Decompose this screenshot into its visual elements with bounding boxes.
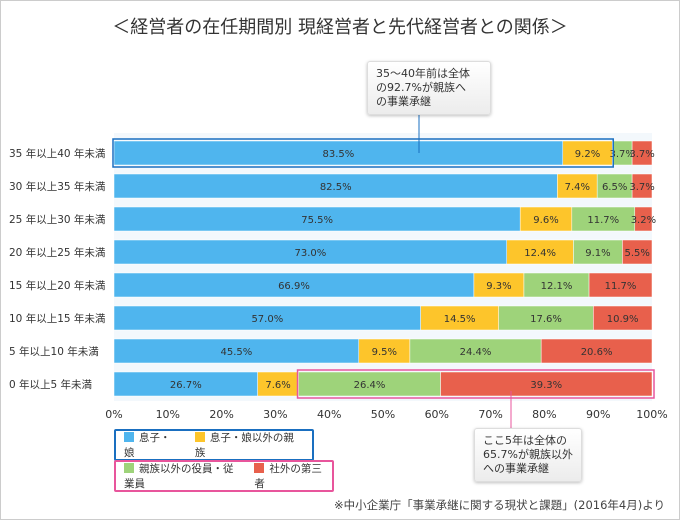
bar-segment — [440, 371, 653, 397]
chart-title: ＜経営者の在任期間別 現経営者と先代経営者との関係＞ — [112, 17, 568, 38]
source-note: ※中小企業庁「事業承継に関する現状と課題」(2016年4月)より — [334, 498, 665, 512]
bar-segment — [523, 272, 590, 298]
data-label: 66.9% — [278, 281, 310, 292]
bar-segment — [113, 239, 507, 265]
data-label: 9.2% — [575, 149, 600, 160]
category-label: 10 年以上15 年未満 — [9, 312, 106, 325]
x-tick-label: 10% — [156, 408, 180, 421]
data-label: 9.5% — [372, 347, 397, 358]
data-label: 26.7% — [170, 380, 202, 391]
bar-segment — [588, 272, 653, 298]
x-tick-label: 40% — [317, 408, 341, 421]
data-label: 5.5% — [625, 248, 650, 259]
bar-segment — [571, 206, 636, 232]
data-label: 9.3% — [486, 281, 511, 292]
category-label: 20 年以上25 年未満 — [9, 246, 106, 259]
bar-segment — [498, 305, 594, 331]
annotation-callout-top: 35～40年前は全体 の92.7%が親族へ の事業承継 — [367, 61, 491, 115]
data-label: 7.4% — [565, 182, 590, 193]
data-label: 14.5% — [444, 314, 476, 325]
data-label: 11.7% — [587, 215, 619, 226]
data-label: 83.5% — [322, 149, 354, 160]
legend-swatch — [124, 432, 134, 442]
highlight-box-family — [112, 138, 614, 168]
legend-swatch — [124, 463, 134, 473]
data-label: 75.5% — [301, 215, 333, 226]
category-label: 25 年以上30 年未満 — [9, 213, 106, 226]
legend-item: 社外の第三者 — [254, 463, 322, 490]
bar-segment — [519, 206, 573, 232]
data-label: 3.7% — [609, 149, 634, 160]
x-tick-label: 90% — [586, 408, 610, 421]
x-tick-label: 70% — [478, 408, 502, 421]
bar-segment — [420, 305, 499, 331]
x-tick-label: 60% — [425, 408, 449, 421]
x-tick-label: 50% — [371, 408, 395, 421]
data-label: 45.5% — [221, 347, 253, 358]
legend-family: 息子・娘 息子・娘以外の親族 — [114, 429, 314, 461]
x-tick-label: 20% — [209, 408, 233, 421]
data-label: 17.6% — [530, 314, 562, 325]
bar-segment — [113, 206, 521, 232]
bar-segment — [473, 272, 525, 298]
bar-segment — [409, 338, 542, 364]
data-label: 24.4% — [460, 347, 492, 358]
data-label: 82.5% — [320, 182, 352, 193]
category-label: 35 年以上40 年未満 — [9, 147, 106, 160]
bar-segment — [113, 272, 475, 298]
bar-segment — [631, 140, 653, 166]
category-label: 0 年以上5 年未満 — [9, 378, 93, 391]
legend-non-family: 親族以外の役員・従業員 社外の第三者 — [114, 460, 334, 492]
legend-swatch — [194, 432, 205, 442]
data-label: 26.4% — [354, 380, 386, 391]
x-tick-label: 100% — [636, 408, 667, 421]
bar-segment — [622, 239, 653, 265]
bar-segment — [634, 206, 653, 232]
data-label: 9.1% — [585, 248, 610, 259]
bar-segment — [540, 338, 653, 364]
data-label: 9.6% — [533, 215, 558, 226]
bar-segment — [557, 173, 598, 199]
annotation-callout-bottom: ここ5年は全体の 65.7%が親族以外 への事業承継 — [474, 428, 582, 482]
category-label: 15 年以上20 年未満 — [9, 279, 106, 292]
bar-segment — [113, 140, 564, 166]
data-label: 10.9% — [607, 314, 639, 325]
highlight-box-non-family — [296, 369, 655, 399]
bar-segment — [596, 173, 633, 199]
bar-segment — [631, 173, 653, 199]
bar-segment — [113, 173, 558, 199]
data-label: 12.4% — [524, 248, 556, 259]
bar-segment — [593, 305, 653, 331]
data-label: 12.1% — [541, 281, 573, 292]
data-label: 7.6% — [265, 380, 290, 391]
bar-segment — [562, 140, 613, 166]
bar-segment — [573, 239, 623, 265]
bar-segment — [113, 338, 360, 364]
data-label: 3.7% — [629, 149, 654, 160]
data-label: 6.5% — [602, 182, 627, 193]
category-label: 30 年以上35 年未満 — [9, 180, 106, 193]
bar-segment — [113, 305, 421, 331]
bar-segment — [113, 371, 258, 397]
x-tick-label: 0% — [105, 408, 122, 421]
x-tick-label: 80% — [532, 408, 556, 421]
data-label: 57.0% — [251, 314, 283, 325]
legend-item: 息子・娘 — [124, 432, 171, 459]
data-label: 3.2% — [631, 215, 656, 226]
data-label: 20.6% — [581, 347, 613, 358]
x-tick-label: 30% — [263, 408, 287, 421]
bar-segment — [257, 371, 299, 397]
legend-item: 息子・娘以外の親族 — [194, 432, 294, 459]
legend-item: 親族以外の役員・従業員 — [124, 463, 234, 490]
data-label: 11.7% — [605, 281, 637, 292]
data-label: 39.3% — [530, 380, 562, 391]
category-label: 5 年以上10 年未満 — [9, 345, 99, 358]
legend-swatch — [254, 463, 265, 473]
bar-segment — [358, 338, 411, 364]
bar-segment — [298, 371, 441, 397]
data-label: 3.7% — [629, 182, 654, 193]
data-label: 73.0% — [294, 248, 326, 259]
